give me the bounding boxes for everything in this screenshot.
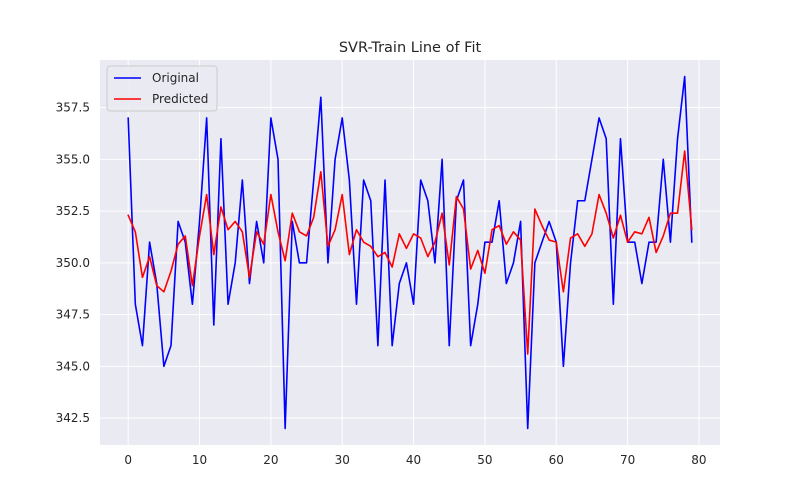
y-tick-label: 350.0 xyxy=(56,256,90,270)
x-tick-label: 30 xyxy=(335,453,350,467)
series-line-predicted xyxy=(127,150,693,355)
x-tick-label: 50 xyxy=(477,453,492,467)
y-tick-label: 342.5 xyxy=(56,411,90,425)
y-tick-label: 345.0 xyxy=(56,359,90,373)
x-tick-label: 0 xyxy=(124,453,132,467)
x-tick-label: 10 xyxy=(192,453,207,467)
y-tick-label: 347.5 xyxy=(56,308,90,322)
legend: Original Predicted xyxy=(106,65,218,112)
y-tick-label: 355.0 xyxy=(56,152,90,166)
y-tick-label: 357.5 xyxy=(56,101,90,115)
x-tick-label: 20 xyxy=(263,453,278,467)
legend-label: Original xyxy=(152,71,199,85)
series-line-original xyxy=(127,75,693,430)
x-tick-label: 80 xyxy=(691,453,706,467)
x-tick-label: 40 xyxy=(406,453,421,467)
legend-label: Predicted xyxy=(152,92,208,106)
y-tick-label: 352.5 xyxy=(56,204,90,218)
tick-labels: 0 10 20 30 40 50 60 70 80 342.5 345.0 347.5 350.0 352… xyxy=(56,101,707,467)
x-tick-label: 60 xyxy=(549,453,564,467)
chart-title: SVR-Train Line of Fit xyxy=(339,40,482,56)
series-layer xyxy=(127,75,693,430)
x-tick-label: 70 xyxy=(620,453,635,467)
plot-area xyxy=(100,60,720,445)
